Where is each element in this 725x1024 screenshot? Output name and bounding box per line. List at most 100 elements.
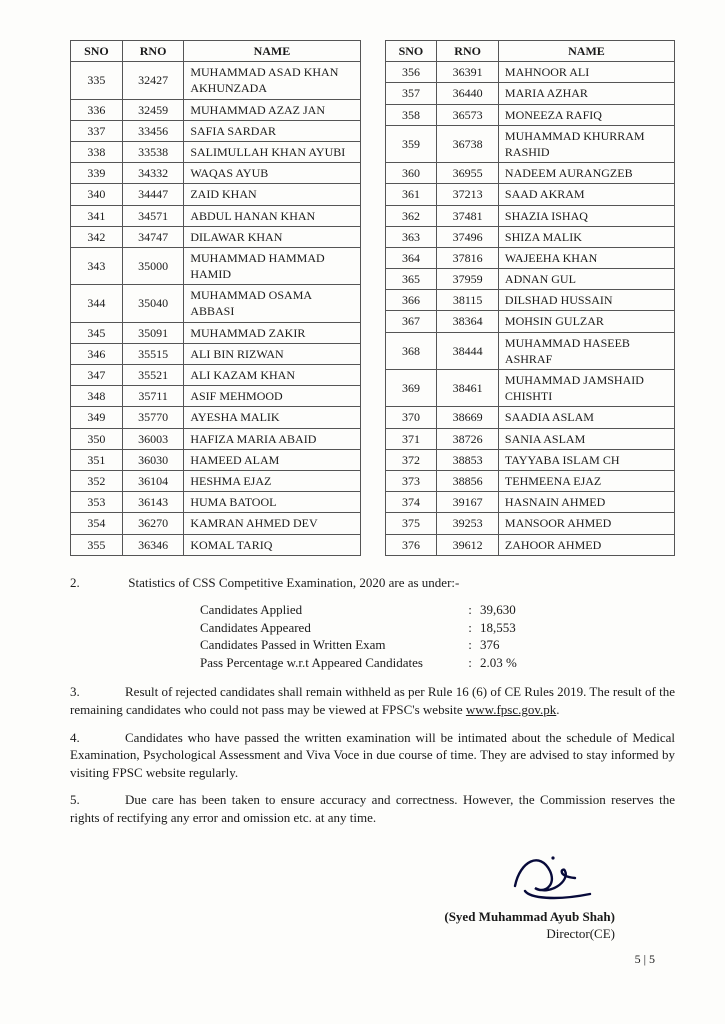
cell-rno: 36738 [437,125,499,162]
para-3-text-b: . [556,702,559,717]
cell-sno: 351 [71,449,123,470]
signatory-title: Director(CE) [70,925,615,943]
col-rno: RNO [122,41,184,62]
para-4: 4.Candidates who have passed the written… [70,729,675,782]
cell-rno: 38444 [437,332,499,369]
cell-sno: 347 [71,365,123,386]
table-row: 35536346KOMAL TARIQ [71,534,361,555]
table-row: 34835711ASIF MEHMOOD [71,386,361,407]
table-row: 36437816WAJEEHA KHAN [385,247,675,268]
table-row: 35636391MAHNOOR ALI [385,62,675,83]
cell-rno: 36270 [122,513,184,534]
cell-rno: 35040 [122,285,184,322]
cell-rno: 34332 [122,163,184,184]
cell-sno: 343 [71,247,123,284]
table-row: 35936738MUHAMMAD KHURRAM RASHID [385,125,675,162]
cell-rno: 38856 [437,470,499,491]
col-rno: RNO [437,41,499,62]
signature-icon [495,846,615,901]
stats-colon: : [460,636,480,654]
cell-name: SHAZIA ISHAQ [498,205,674,226]
cell-name: KOMAL TARIQ [184,534,360,555]
cell-sno: 376 [385,534,437,555]
cell-rno: 39612 [437,534,499,555]
stats-colon: : [460,619,480,637]
cell-name: ASIF MEHMOOD [184,386,360,407]
cell-name: MUHAMMAD JAMSHAID CHISHTI [498,370,674,407]
fpsc-link[interactable]: www.fpsc.gov.pk [466,702,556,717]
cell-sno: 335 [71,62,123,99]
table-row: 37238853TAYYABA ISLAM CH [385,449,675,470]
cell-rno: 36030 [122,449,184,470]
cell-sno: 363 [385,226,437,247]
cell-name: MUHAMMAD KHURRAM RASHID [498,125,674,162]
table-row: 36638115DILSHAD HUSSAIN [385,290,675,311]
cell-sno: 346 [71,343,123,364]
cell-rno: 37481 [437,205,499,226]
cell-rno: 38461 [437,370,499,407]
page-number: 5 | 5 [70,951,675,967]
cell-sno: 355 [71,534,123,555]
stats-value: 39,630 [480,601,560,619]
para-3-num: 3. [70,683,125,701]
cell-name: DILAWAR KHAN [184,226,360,247]
cell-rno: 36573 [437,104,499,125]
cell-rno: 35711 [122,386,184,407]
cell-name: SAADIA ASLAM [498,407,674,428]
stats-row: Candidates Appeared:18,553 [200,619,675,637]
cell-sno: 368 [385,332,437,369]
cell-rno: 38669 [437,407,499,428]
cell-rno: 37213 [437,184,499,205]
table-row: 36237481SHAZIA ISHAQ [385,205,675,226]
cell-sno: 375 [385,513,437,534]
cell-rno: 35770 [122,407,184,428]
cell-sno: 337 [71,120,123,141]
cell-sno: 339 [71,163,123,184]
col-sno: SNO [385,41,437,62]
para-5-num: 5. [70,791,125,809]
cell-name: MAHNOOR ALI [498,62,674,83]
stats-block: Candidates Applied:39,630Candidates Appe… [200,601,675,671]
table-row: 35236104HESHMA EJAZ [71,470,361,491]
cell-name: TAYYABA ISLAM CH [498,449,674,470]
cell-sno: 342 [71,226,123,247]
cell-sno: 365 [385,269,437,290]
para-3-text-a: Result of rejected candidates shall rema… [70,684,675,717]
cell-name: MUHAMMAD OSAMA ABBASI [184,285,360,322]
cell-name: MUHAMMAD AZAZ JAN [184,99,360,120]
cell-rno: 39253 [437,513,499,534]
cell-sno: 349 [71,407,123,428]
table-row: 36738364MOHSIN GULZAR [385,311,675,332]
cell-name: ADNAN GUL [498,269,674,290]
cell-name: MUHAMMAD HAMMAD HAMID [184,247,360,284]
cell-name: SALIMULLAH KHAN AYUBI [184,141,360,162]
cell-rno: 32427 [122,62,184,99]
cell-name: MUHAMMAD ZAKIR [184,322,360,343]
cell-rno: 36104 [122,470,184,491]
stats-label: Pass Percentage w.r.t Appeared Candidate… [200,654,460,672]
cell-name: HAMEED ALAM [184,449,360,470]
cell-rno: 37959 [437,269,499,290]
table-row: 34034447ZAID KHAN [71,184,361,205]
cell-name: ALI KAZAM KHAN [184,365,360,386]
cell-name: MUHAMMAD ASAD KHAN AKHUNZADA [184,62,360,99]
stats-row: Candidates Applied:39,630 [200,601,675,619]
cell-rno: 37496 [437,226,499,247]
table-row: 37639612ZAHOOR AHMED [385,534,675,555]
table-row: 34535091MUHAMMAD ZAKIR [71,322,361,343]
cell-name: MARIA AZHAR [498,83,674,104]
col-sno: SNO [71,41,123,62]
table-row: 37439167HASNAIN AHMED [385,492,675,513]
cell-rno: 38115 [437,290,499,311]
cell-name: NADEEM AURANGZEB [498,163,674,184]
cell-sno: 344 [71,285,123,322]
cell-sno: 352 [71,470,123,491]
cell-name: HESHMA EJAZ [184,470,360,491]
table-row: 33934332WAQAS AYUB [71,163,361,184]
cell-sno: 358 [385,104,437,125]
cell-rno: 32459 [122,99,184,120]
tables-row: SNO RNO NAME 33532427MUHAMMAD ASAD KHAN … [70,40,675,556]
stats-colon: : [460,601,480,619]
table-row: 35736440MARIA AZHAR [385,83,675,104]
left-candidates-table: SNO RNO NAME 33532427MUHAMMAD ASAD KHAN … [70,40,361,556]
